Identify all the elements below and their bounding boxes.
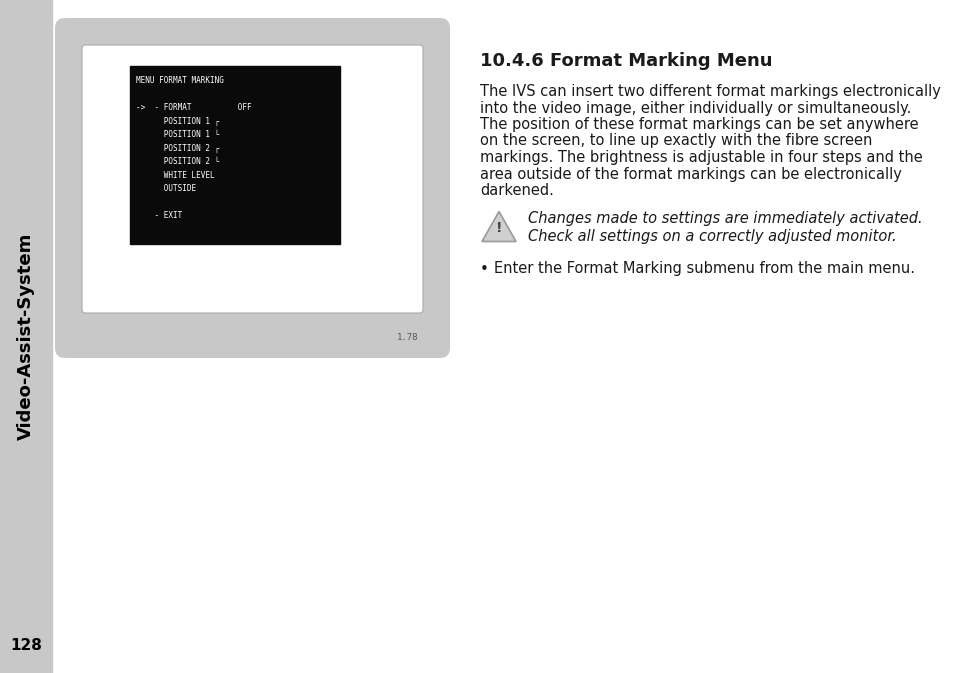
Text: darkened.: darkened. — [479, 183, 554, 198]
Text: on the screen, to line up exactly with the fibre screen: on the screen, to line up exactly with t… — [479, 133, 871, 149]
Polygon shape — [481, 211, 516, 242]
Text: Video-Assist-System: Video-Assist-System — [17, 233, 35, 440]
Text: WHITE LEVEL: WHITE LEVEL — [136, 170, 214, 180]
Text: markings. The brightness is adjustable in four steps and the: markings. The brightness is adjustable i… — [479, 150, 922, 165]
Text: area outside of the format markings can be electronically: area outside of the format markings can … — [479, 166, 901, 182]
Text: The IVS can insert two different format markings electronically: The IVS can insert two different format … — [479, 84, 940, 99]
Text: POSITION 2 ┌: POSITION 2 ┌ — [136, 143, 219, 153]
Text: !: ! — [496, 221, 501, 235]
Text: ->  - FORMAT          OFF: -> - FORMAT OFF — [136, 103, 252, 112]
Text: •: • — [479, 262, 488, 277]
Text: Enter the Format Marking submenu from the main menu.: Enter the Format Marking submenu from th… — [494, 262, 914, 277]
FancyBboxPatch shape — [82, 45, 422, 313]
Text: Changes made to settings are immediately activated.: Changes made to settings are immediately… — [527, 211, 922, 227]
Text: OUTSIDE: OUTSIDE — [136, 184, 196, 193]
FancyBboxPatch shape — [55, 18, 450, 358]
Text: into the video image, either individually or simultaneously.: into the video image, either individuall… — [479, 100, 910, 116]
Text: MENU FORMAT MARKING: MENU FORMAT MARKING — [136, 76, 224, 85]
Text: POSITION 1 ┌: POSITION 1 ┌ — [136, 116, 219, 126]
Text: POSITION 2 └: POSITION 2 └ — [136, 157, 219, 166]
Text: The position of these format markings can be set anywhere: The position of these format markings ca… — [479, 117, 918, 132]
Bar — [0, 0, 52, 673]
Text: 128: 128 — [10, 637, 42, 653]
Text: POSITION 1 └: POSITION 1 └ — [136, 130, 219, 139]
Text: 10.4.6 Format Marking Menu: 10.4.6 Format Marking Menu — [479, 52, 772, 70]
Text: 1.78: 1.78 — [396, 334, 417, 343]
Text: - EXIT: - EXIT — [136, 211, 182, 220]
Text: Check all settings on a correctly adjusted monitor.: Check all settings on a correctly adjust… — [527, 229, 896, 244]
Bar — [130, 66, 339, 244]
